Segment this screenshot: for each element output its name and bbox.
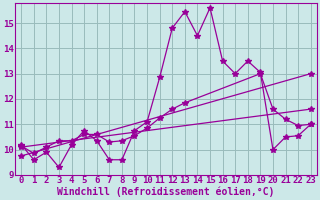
X-axis label: Windchill (Refroidissement éolien,°C): Windchill (Refroidissement éolien,°C) <box>57 187 275 197</box>
